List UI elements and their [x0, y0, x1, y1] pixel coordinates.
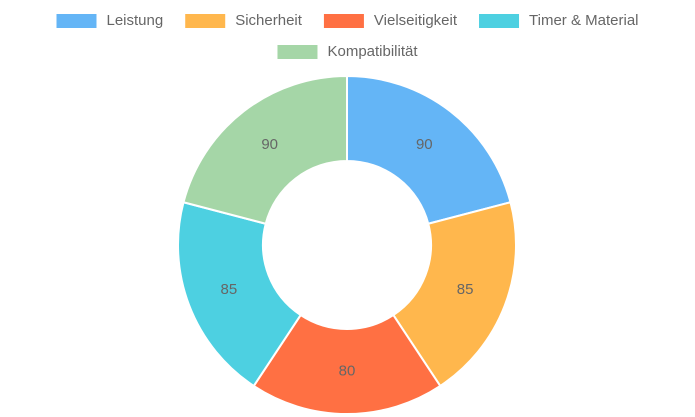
legend-label: Sicherheit	[235, 12, 303, 29]
legend-swatch	[56, 14, 97, 28]
legend-swatch	[479, 14, 520, 28]
legend-item[interactable]: Vielseitigkeit	[323, 12, 458, 29]
legend-item[interactable]: Timer & Material	[479, 12, 639, 29]
slice	[252, 313, 442, 415]
legend-label: Leistung	[107, 12, 164, 29]
data-label: 85	[221, 281, 238, 298]
legend-swatch	[277, 45, 318, 59]
legend-label: Vielseitigkeit	[374, 12, 458, 29]
data-label: 90	[261, 136, 278, 153]
legend-swatch	[185, 14, 226, 28]
legend-item[interactable]: Leistung	[56, 12, 164, 29]
slice	[346, 74, 512, 225]
data-label: 90	[416, 136, 433, 153]
data-label: 85	[457, 281, 474, 298]
slice	[177, 201, 303, 388]
legend-item[interactable]: Sicherheit	[185, 12, 303, 29]
legend-label: Kompatibilität	[327, 43, 418, 60]
legend-label: Timer & Material	[529, 12, 638, 29]
legend-swatch	[323, 14, 364, 28]
legend-item[interactable]: Kompatibilität	[277, 43, 418, 60]
slice	[182, 74, 348, 225]
slice	[391, 201, 517, 388]
data-label: 80	[339, 362, 356, 379]
